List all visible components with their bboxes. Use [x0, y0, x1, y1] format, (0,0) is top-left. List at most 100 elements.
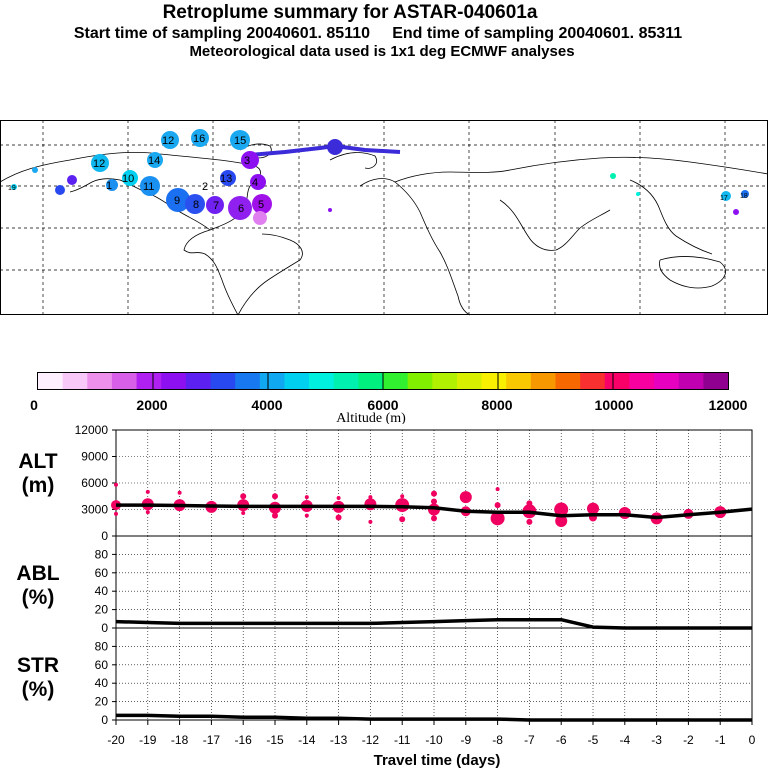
- altitude-scatter-point: [494, 502, 501, 509]
- colorbar-cell: [555, 373, 581, 389]
- x-axis-label: Travel time (days): [374, 752, 501, 768]
- altitude-scatter-point: [145, 489, 150, 494]
- cluster-label: 6: [238, 203, 244, 215]
- cluster-marker: [191, 129, 209, 147]
- colorbar-cell: [111, 373, 138, 389]
- x-tick-label: -17: [203, 733, 221, 747]
- colorbar-cell: [654, 373, 680, 389]
- cluster-marker: [327, 139, 343, 155]
- sampling-times: Start time of sampling 20040601. 85110 E…: [0, 24, 762, 43]
- altitude-scatter-point: [240, 493, 247, 500]
- start-value: 20040601. 85110: [246, 25, 370, 42]
- chart-title: Retroplume summary for ASTAR-040601a: [162, 2, 538, 23]
- altitude-scatter-point: [618, 507, 631, 520]
- cluster-markers: [11, 129, 749, 225]
- cluster-marker: [147, 152, 163, 168]
- altitude-scatter-point: [431, 490, 437, 497]
- y-tick-label: 0: [101, 621, 108, 635]
- y-tick-label: 80: [95, 639, 109, 653]
- altitude-scatter-point: [526, 500, 533, 507]
- x-tick-label: -6: [556, 733, 567, 747]
- colorbar-cell: [604, 373, 630, 389]
- x-tick-label: -1: [715, 733, 726, 747]
- cluster-marker: [32, 167, 38, 173]
- colorbar-tick: 8000: [481, 397, 512, 413]
- panel-abl: 0 20 40 60 80 ABL(%): [16, 535, 753, 635]
- cluster-marker: [106, 179, 118, 191]
- colorbar-cell: [87, 373, 113, 389]
- panel-ylabel-alt: ALT: [18, 450, 57, 473]
- y-tick-label: 0: [101, 713, 108, 727]
- altitude-scatter-point: [364, 498, 377, 511]
- altitude-scatter-point: [177, 490, 182, 495]
- altitude-scatter-point: [335, 514, 342, 521]
- altitude-scatter-point: [399, 516, 406, 523]
- colorbar-cell: [136, 373, 162, 389]
- colorbar-tick: 2000: [136, 397, 167, 413]
- cluster-marker: [206, 196, 224, 214]
- colorbar-cell: [62, 373, 88, 389]
- altitude-scatter-point: [272, 512, 278, 519]
- cluster-label: 5: [258, 199, 264, 211]
- cluster-marker: [721, 191, 731, 201]
- y-tick-label: 3000: [81, 503, 108, 517]
- cluster-label: 4: [252, 177, 258, 189]
- cluster-marker: [253, 211, 267, 225]
- cluster-marker: [733, 209, 739, 215]
- altitude-scatter-point: [555, 514, 568, 527]
- cluster-label: 15: [234, 135, 246, 147]
- colorbar-title: Altitude (m): [336, 411, 406, 424]
- altitude-scatter-point: [431, 515, 437, 522]
- x-tick-label: -18: [171, 733, 189, 747]
- series-line-alt: [116, 503, 753, 520]
- panel-alt: 0 3000 6000 9000 12000 ALT(m): [18, 423, 753, 543]
- x-tick-label: -13: [330, 733, 348, 747]
- cluster-marker: [220, 170, 236, 186]
- altitude-scatter-point: [495, 487, 500, 492]
- cluster-marker: [741, 190, 749, 198]
- altitude-scatter-point: [304, 495, 309, 500]
- colorbar-cell: [383, 373, 409, 389]
- x-tick-label: -5: [588, 733, 599, 747]
- y-tick-label: 9000: [81, 450, 108, 464]
- colorbar-cell: [259, 373, 285, 389]
- colorbar-cell: [580, 373, 606, 389]
- x-tick-label: -2: [683, 733, 694, 747]
- altitude-scatter-point: [554, 502, 569, 517]
- cluster-marker: [252, 194, 272, 214]
- cluster-label: 12: [162, 135, 174, 147]
- altitude-scatter-point: [368, 519, 373, 524]
- colorbar-frame: [37, 372, 729, 390]
- y-tick-label: 12000: [75, 423, 109, 437]
- title-block: Retroplume summary for ASTAR-040601a Sta…: [0, 2, 768, 61]
- panel-ylabel-str: STR: [17, 654, 59, 677]
- y-tick-label: 60: [95, 566, 109, 580]
- series-line-str: [116, 713, 752, 722]
- altitude-scatter-point: [272, 493, 278, 500]
- colorbar-cell: [629, 373, 655, 389]
- colorbar-cell: [333, 373, 359, 389]
- cluster-marker: [166, 188, 190, 212]
- colorbar-cell: [235, 373, 261, 389]
- colorbar-cell: [284, 373, 310, 389]
- colorbar-cell: [407, 373, 433, 389]
- cluster-label: 11: [143, 181, 154, 193]
- cluster-marker: [328, 208, 332, 212]
- x-tick-label: -15: [266, 733, 284, 747]
- colorbar-cell: [185, 373, 211, 389]
- y-tick-label: 6000: [81, 476, 108, 490]
- cluster-marker: [11, 184, 17, 190]
- altitude-scatter-point: [114, 511, 118, 516]
- altitude-colorbar: 0 2000 4000 6000 8000 10000 12000 Altitu…: [30, 372, 748, 424]
- y-tick-label: 20: [95, 603, 109, 617]
- y-tick-label: 0: [101, 529, 108, 543]
- altitude-scatter-point: [587, 502, 599, 515]
- altitude-scatter-point: [368, 495, 373, 500]
- altitude-scatter-point: [459, 491, 472, 504]
- x-tick-label: -9: [460, 733, 471, 747]
- altitude-scatter-point: [145, 510, 150, 515]
- colorbar-cell: [456, 373, 483, 389]
- colorbar-cell: [432, 373, 458, 389]
- cluster-labels: 12 16 15 12 11 10 14 13 9 8 7 6 5 4 3 2 …: [8, 133, 748, 215]
- colorbar-cell: [506, 373, 532, 389]
